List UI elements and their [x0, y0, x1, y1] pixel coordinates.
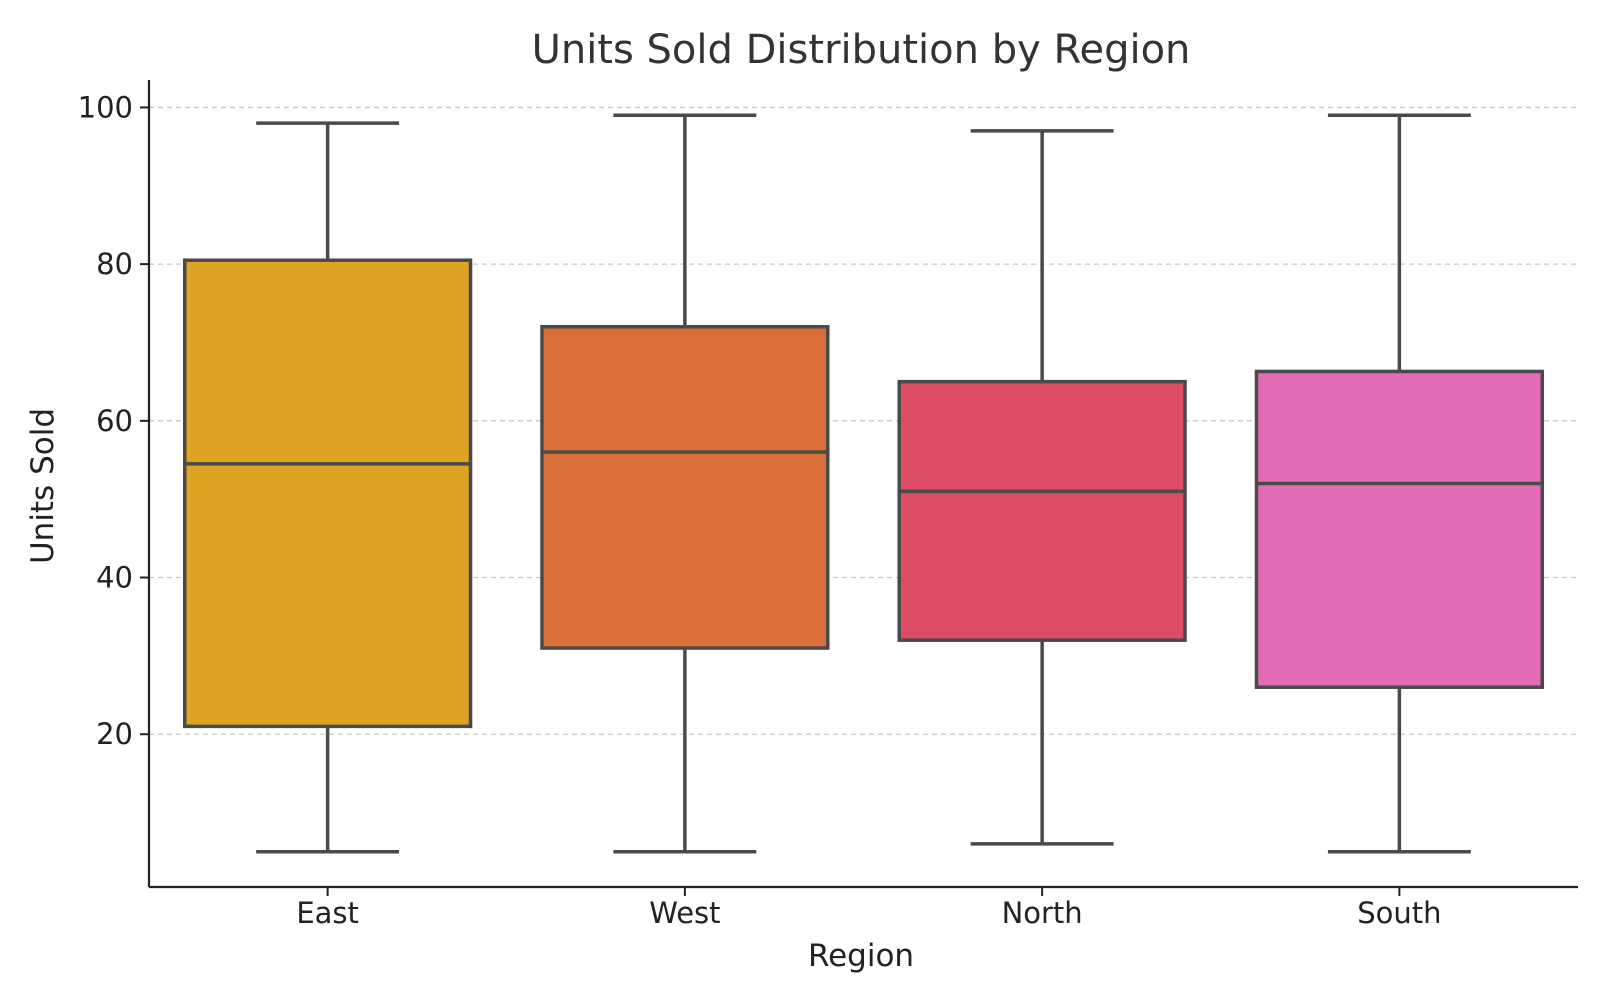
chart-title: Units Sold Distribution by Region: [532, 27, 1191, 73]
box-north: [897, 129, 1187, 846]
y-axis-label: Units Sold: [25, 408, 61, 564]
y-tick-label: 80: [96, 247, 133, 281]
y-tick-label: 20: [96, 717, 133, 751]
y-tick-label: 60: [96, 404, 133, 438]
y-tick-label: 100: [78, 90, 133, 124]
iqr-box: [182, 258, 473, 729]
x-tick-label: East: [296, 896, 359, 930]
x-tick-label: South: [1357, 896, 1441, 930]
iqr-box: [540, 325, 830, 650]
box-series: [182, 113, 1545, 854]
y-axis: 20 40 60 80 100: [78, 80, 151, 887]
box-east: [182, 121, 473, 854]
x-axis-label: Region: [808, 938, 914, 974]
x-tick-label: North: [1002, 896, 1083, 930]
x-axis: East West North South: [149, 885, 1578, 930]
iqr-box: [1254, 369, 1545, 689]
iqr-box: [897, 379, 1187, 642]
box-west: [540, 113, 830, 854]
box-south: [1254, 113, 1545, 854]
x-tick-label: West: [649, 896, 720, 930]
y-tick-label: 40: [96, 561, 133, 595]
